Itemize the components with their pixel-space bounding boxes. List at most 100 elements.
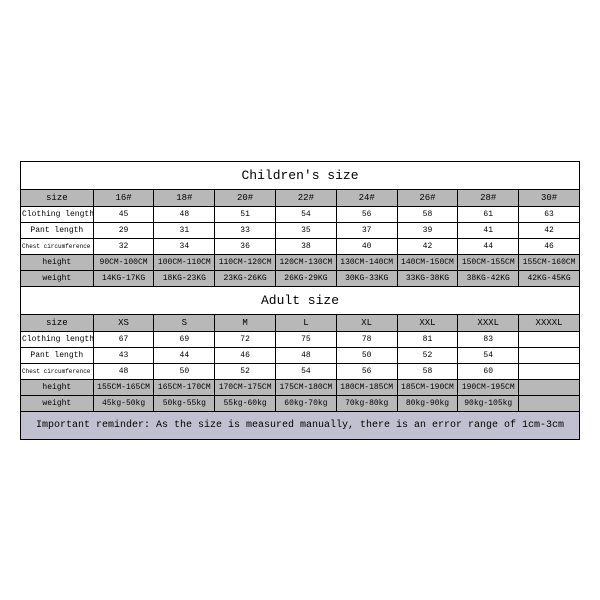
cell: 58 xyxy=(397,206,458,222)
adult-header-cell: size xyxy=(21,314,94,331)
children-title-row: Children's size xyxy=(21,161,580,189)
reminder-row: Important reminder: As the size is measu… xyxy=(21,411,580,439)
cell xyxy=(519,379,580,395)
cell: 34 xyxy=(154,238,215,254)
cell: 37 xyxy=(336,222,397,238)
cell: 83 xyxy=(458,331,519,347)
cell: 14KG-17KG xyxy=(93,270,154,286)
cell: 26KG-29KG xyxy=(276,270,337,286)
cell: 60 xyxy=(458,363,519,379)
cell xyxy=(519,363,580,379)
row-label: weight xyxy=(21,270,94,286)
cell: 44 xyxy=(154,347,215,363)
cell: 72 xyxy=(215,331,276,347)
adult-header-cell: L xyxy=(276,314,337,331)
cell: 140CM-150CM xyxy=(397,254,458,270)
cell: 54 xyxy=(458,347,519,363)
cell: 130CM-140CM xyxy=(336,254,397,270)
cell: 61 xyxy=(458,206,519,222)
cell: 48 xyxy=(154,206,215,222)
adult-title-row: Adult size xyxy=(21,286,580,314)
row-label: Chest circumference 1/2 xyxy=(21,363,94,379)
row-label: Pant length xyxy=(21,222,94,238)
cell: 56 xyxy=(336,206,397,222)
cell: 190CM-195CM xyxy=(458,379,519,395)
cell xyxy=(519,331,580,347)
cell: 42KG-45KG xyxy=(519,270,580,286)
cell: 60kg-70kg xyxy=(276,395,337,411)
children-header-cell: 30# xyxy=(519,189,580,206)
cell: 36 xyxy=(215,238,276,254)
cell: 69 xyxy=(154,331,215,347)
cell: 52 xyxy=(215,363,276,379)
cell xyxy=(519,395,580,411)
cell: 45kg-50kg xyxy=(93,395,154,411)
cell: 120CM-130CM xyxy=(276,254,337,270)
cell: 56 xyxy=(336,363,397,379)
cell: 54 xyxy=(276,206,337,222)
children-header-cell: 18# xyxy=(154,189,215,206)
cell: 155CM-165CM xyxy=(93,379,154,395)
cell: 45 xyxy=(93,206,154,222)
adult-header-cell: XS xyxy=(93,314,154,331)
table-row: weight 45kg-50kg 50kg-55kg 55kg-60kg 60k… xyxy=(21,395,580,411)
adult-header-row: size XS S M L XL XXL XXXL XXXXL xyxy=(21,314,580,331)
cell: 42 xyxy=(519,222,580,238)
cell: 33 xyxy=(215,222,276,238)
cell: 40 xyxy=(336,238,397,254)
cell: 180CM-185CM xyxy=(336,379,397,395)
children-header-cell: 24# xyxy=(336,189,397,206)
size-chart-container: Children's size size 16# 18# 20# 22# 24#… xyxy=(20,161,580,440)
row-label: Pant length xyxy=(21,347,94,363)
row-label: weight xyxy=(21,395,94,411)
cell: 67 xyxy=(93,331,154,347)
children-header-cell: 16# xyxy=(93,189,154,206)
adult-header-cell: M xyxy=(215,314,276,331)
cell: 165CM-170CM xyxy=(154,379,215,395)
cell: 100CM-110CM xyxy=(154,254,215,270)
table-row: Pant length 29 31 33 35 37 39 41 42 xyxy=(21,222,580,238)
table-row: Clothing length 67 69 72 75 78 81 83 xyxy=(21,331,580,347)
cell: 110CM-120CM xyxy=(215,254,276,270)
cell: 32 xyxy=(93,238,154,254)
row-label: Clothing length xyxy=(21,331,94,347)
table-row: Clothing length 45 48 51 54 56 58 61 63 xyxy=(21,206,580,222)
reminder-text: Important reminder: As the size is measu… xyxy=(21,411,580,439)
children-header-cell: size xyxy=(21,189,94,206)
cell: 63 xyxy=(519,206,580,222)
cell: 50 xyxy=(336,347,397,363)
table-row: Chest circumference 1/2 48 50 52 54 56 5… xyxy=(21,363,580,379)
cell: 39 xyxy=(397,222,458,238)
adult-header-cell: S xyxy=(154,314,215,331)
adult-header-cell: XL xyxy=(336,314,397,331)
table-row: height 155CM-165CM 165CM-170CM 170CM-175… xyxy=(21,379,580,395)
cell: 18KG-23KG xyxy=(154,270,215,286)
cell: 170CM-175CM xyxy=(215,379,276,395)
cell: 185CM-190CM xyxy=(397,379,458,395)
row-label: Clothing length xyxy=(21,206,94,222)
table-row: Pant length 43 44 46 48 50 52 54 xyxy=(21,347,580,363)
children-title: Children's size xyxy=(21,161,580,189)
cell: 48 xyxy=(276,347,337,363)
children-header-cell: 28# xyxy=(458,189,519,206)
cell: 150CM-155CM xyxy=(458,254,519,270)
cell: 29 xyxy=(93,222,154,238)
adult-title: Adult size xyxy=(21,286,580,314)
cell: 155CM-160CM xyxy=(519,254,580,270)
cell: 51 xyxy=(215,206,276,222)
adult-header-cell: XXXL xyxy=(458,314,519,331)
cell: 48 xyxy=(93,363,154,379)
size-chart-table: Children's size size 16# 18# 20# 22# 24#… xyxy=(20,161,580,440)
cell: 90CM-100CM xyxy=(93,254,154,270)
cell: 58 xyxy=(397,363,458,379)
children-header-cell: 20# xyxy=(215,189,276,206)
cell: 46 xyxy=(519,238,580,254)
adult-header-cell: XXXXL xyxy=(519,314,580,331)
cell: 31 xyxy=(154,222,215,238)
row-label: height xyxy=(21,254,94,270)
table-row: weight 14KG-17KG 18KG-23KG 23KG-26KG 26K… xyxy=(21,270,580,286)
cell: 70kg-80kg xyxy=(336,395,397,411)
cell: 35 xyxy=(276,222,337,238)
cell: 38KG-42KG xyxy=(458,270,519,286)
adult-header-cell: XXL xyxy=(397,314,458,331)
